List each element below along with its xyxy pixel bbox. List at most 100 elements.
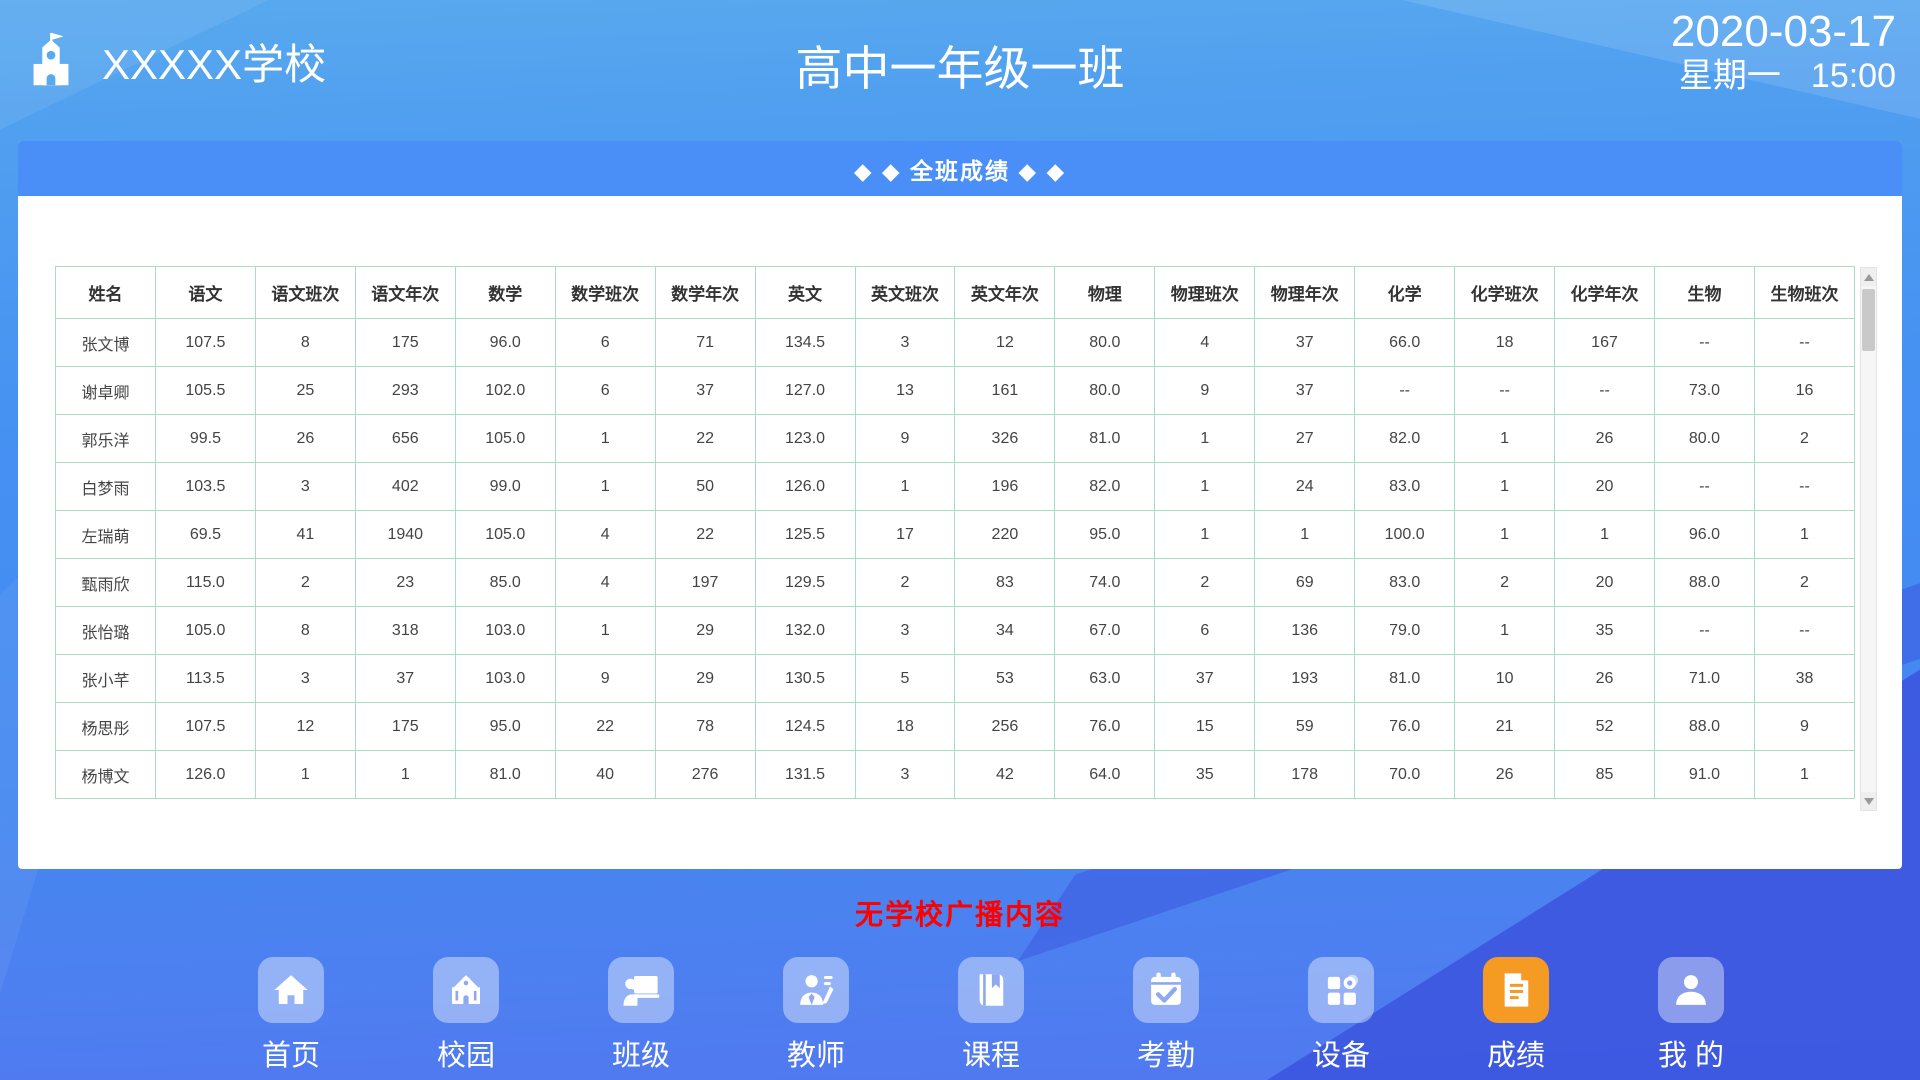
nav-item-teacher[interactable]: 教师	[770, 957, 862, 1074]
table-cell: 甄雨欣	[55, 558, 156, 607]
table-row: 郭乐洋 99.5 26 656 105.0 1 22 123.0 9 326 81.0 1 27 82.0…	[55, 414, 1856, 463]
column-header: 物理年次	[1254, 266, 1356, 319]
table-cell: --	[1753, 606, 1856, 655]
table-cell: 3	[854, 750, 956, 799]
table-cell: 102.0	[454, 366, 556, 415]
table-cell: --	[1654, 318, 1755, 367]
table-cell: 178	[1254, 750, 1356, 799]
nav-item-class[interactable]: 班级	[595, 957, 687, 1074]
table-row: 左瑞萌 69.5 41 1940 105.0 4 22 125.5 17 220 95.0 1 1 100…	[55, 510, 1856, 559]
table-cell: 22	[654, 414, 756, 463]
grades-table: 姓名 语文 语文班次 语文年次 数学 数学班次 数学年次 英文 英文班次 英文年次 物理 物理班次 物理…	[55, 266, 1856, 799]
table-cell: 1	[1454, 606, 1556, 655]
table-cell: 1	[554, 462, 656, 511]
nav-item-device[interactable]: 设备	[1295, 957, 1387, 1074]
table-cell: 99.5	[154, 414, 256, 463]
table-cell: 12	[254, 702, 356, 751]
table-row: 张文博 107.5 8 175 96.0 6 71 134.5 3 12 80.0 4 37 66.0 18…	[55, 318, 1856, 367]
table-cell: 10	[1454, 654, 1556, 703]
table-cell: 76.0	[1054, 702, 1156, 751]
table-cell: 6	[554, 366, 656, 415]
table-cell: 96.0	[454, 318, 556, 367]
table-cell: --	[1654, 606, 1755, 655]
table-scrollbar[interactable]	[1860, 267, 1877, 811]
nav-item-profile[interactable]: 我 的	[1645, 957, 1737, 1074]
column-header: 物理	[1054, 266, 1156, 319]
scroll-down-button[interactable]	[1861, 792, 1876, 810]
nav-item-label: 我 的	[1657, 1040, 1725, 1072]
table-cell: 196	[954, 462, 1056, 511]
table-cell: 66.0	[1354, 318, 1456, 367]
table-cell: 37	[654, 366, 756, 415]
table-cell: 318	[354, 606, 456, 655]
table-cell: 85	[1554, 750, 1655, 799]
scroll-thumb[interactable]	[1862, 289, 1875, 351]
table-cell: 29	[654, 606, 756, 655]
table-cell: 1	[1154, 462, 1256, 511]
table-cell: 1	[1154, 510, 1256, 559]
table-row: 张怡璐 105.0 8 318 103.0 1 29 132.0 3 34 67.0 6 136 79.0…	[55, 606, 1856, 655]
table-cell: 1	[554, 606, 656, 655]
nav-item-course[interactable]: 课程	[945, 957, 1037, 1074]
table-cell: 82.0	[1054, 462, 1156, 511]
home-icon	[258, 957, 324, 1023]
nav-item-campus[interactable]: 校园	[420, 957, 512, 1074]
table-cell: 25	[254, 366, 356, 415]
table-cell: 18	[854, 702, 956, 751]
table-cell: 1	[1753, 750, 1856, 799]
table-cell: 175	[354, 318, 456, 367]
table-cell: 100.0	[1354, 510, 1456, 559]
nav-item-label: 校园	[436, 1040, 495, 1072]
page-title: 高中一年级一班	[795, 42, 1125, 95]
table-cell: 26	[1554, 414, 1655, 463]
attendance-icon	[1133, 957, 1199, 1023]
table-cell: 张文博	[55, 318, 156, 367]
table-cell: 91.0	[1654, 750, 1755, 799]
table-cell: 37	[1254, 366, 1356, 415]
table-cell: 81.0	[454, 750, 556, 799]
table-cell: 3	[854, 606, 956, 655]
table-cell: 126.0	[754, 462, 856, 511]
table-cell: 167	[1554, 318, 1655, 367]
table-cell: 1	[554, 414, 656, 463]
table-cell: 16	[1753, 366, 1856, 415]
table-row: 白梦雨 103.5 3 402 99.0 1 50 126.0 1 196 82.0 1 24 83.0 1…	[55, 462, 1856, 511]
table-cell: 2	[854, 558, 956, 607]
nav-item-attendance[interactable]: 考勤	[1120, 957, 1212, 1074]
school-name: XXXXX学校	[102, 41, 327, 88]
nav-item-home[interactable]: 首页	[245, 957, 337, 1074]
nav-item-label: 班级	[611, 1040, 670, 1072]
table-cell: 124.5	[754, 702, 856, 751]
table-cell: 37	[1254, 318, 1356, 367]
table-cell: 9	[1154, 366, 1256, 415]
table-cell: 80.0	[1054, 318, 1156, 367]
table-cell: 71	[654, 318, 756, 367]
table-cell: 69.5	[154, 510, 256, 559]
weekday-time: 星期一 15:00	[1671, 56, 1896, 97]
table-cell: 5	[854, 654, 956, 703]
table-cell: 656	[354, 414, 456, 463]
table-cell: 18	[1454, 318, 1556, 367]
table-cell: 张小芊	[55, 654, 156, 703]
table-cell: 1	[1753, 510, 1856, 559]
table-cell: 1	[1454, 462, 1556, 511]
table-cell: --	[1354, 366, 1456, 415]
table-cell: 1940	[354, 510, 456, 559]
table-cell: --	[1753, 462, 1856, 511]
table-cell: 113.5	[154, 654, 256, 703]
table-cell: 2	[254, 558, 356, 607]
table-cell: 3	[854, 318, 956, 367]
table-cell: 1	[1454, 510, 1556, 559]
datetime-block: 2020-03-17 星期一 15:00	[1671, 7, 1896, 97]
nav-item-grades[interactable]: 成绩	[1470, 957, 1562, 1074]
table-cell: 105.0	[454, 414, 556, 463]
table-cell: 8	[254, 606, 356, 655]
table-cell: --	[1554, 366, 1655, 415]
scroll-up-button[interactable]	[1861, 268, 1876, 286]
table-cell: 73.0	[1654, 366, 1755, 415]
table-cell: 76.0	[1354, 702, 1456, 751]
table-cell: --	[1654, 462, 1755, 511]
table-cell: 105.0	[154, 606, 256, 655]
table-cell: 杨思彤	[55, 702, 156, 751]
